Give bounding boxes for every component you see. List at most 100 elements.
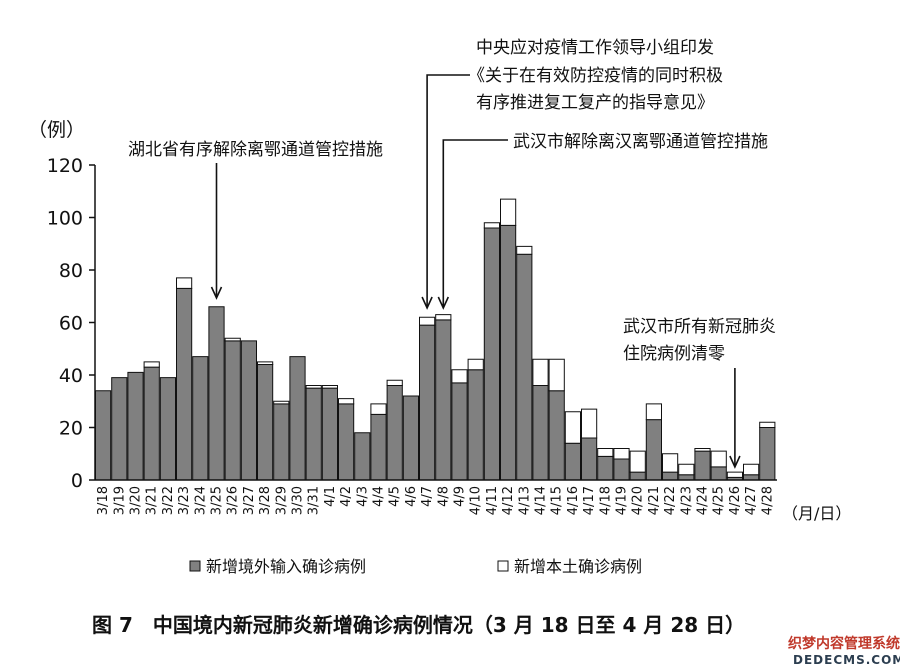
annotation-wuhan-zero-arrow-head [729, 455, 741, 469]
x-tick-label: 4/2 [339, 486, 354, 507]
y-tick-label: 20 [59, 418, 83, 440]
bar-local-3-26 [224, 337, 241, 342]
bar-local-4-21 [645, 403, 662, 421]
annotation-hubei-arrow-head [210, 286, 223, 300]
bar-imported-4-16 [564, 442, 581, 481]
y-tick-label: 40 [59, 365, 83, 387]
bar-imported-4-20 [629, 471, 646, 481]
bar-imported-3-31 [305, 387, 322, 481]
x-tick-label: 3/25 [210, 486, 225, 515]
x-tick-label: 4/9 [453, 486, 468, 507]
x-tick-label: 4/5 [388, 486, 403, 507]
bar-imported-4-10 [467, 369, 484, 481]
bar-local-4-2 [338, 398, 355, 405]
figure-title: 图 7 中国境内新冠肺炎新增确诊病例情况（3 月 18 日至 4 月 28 日） [92, 613, 745, 637]
x-tick-label: 4/23 [679, 486, 694, 515]
y-tick-label: 80 [59, 260, 83, 282]
bar-imported-3-20 [127, 371, 144, 481]
bar-imported-3-22 [159, 377, 177, 481]
bar-imported-3-26 [224, 340, 241, 481]
y-tick-label: 60 [59, 313, 83, 335]
annotation-central-text-1: 中央应对疫情工作领导小组印发 [476, 38, 714, 58]
annotation-central-text-3: 有序推进复工复产的指导意见》 [476, 93, 714, 113]
bar-imported-3-23 [176, 287, 193, 481]
x-tick-label: 4/18 [598, 486, 613, 515]
bar-imported-4-22 [662, 471, 679, 481]
annotation-central-arrow-elbow [426, 74, 470, 306]
x-tick-label: 4/21 [647, 486, 662, 515]
y-axis-label: （例） [28, 119, 85, 141]
x-tick-label: 3/28 [258, 486, 273, 515]
y-tick-label: 0 [71, 470, 83, 492]
annotation-wuhan-lift-text: 武汉市解除离汉离鄂通道管控措施 [513, 132, 768, 152]
x-tick-label: 4/13 [517, 486, 532, 515]
legend-swatch-local [497, 560, 509, 572]
annotation-central-arrow-head [421, 296, 433, 310]
bar-imported-4-14 [532, 385, 549, 481]
x-tick-label: 4/1 [323, 486, 338, 507]
annotation-central-text-2: 《关于在有效防控疫情的同时积极 [468, 66, 723, 86]
bar-local-4-18 [597, 448, 614, 457]
bar-local-4-7 [419, 316, 436, 326]
annotation-wuhan-lift-arrow-elbow [442, 139, 508, 306]
bar-imported-4-12 [500, 224, 517, 481]
watermark-line1: 织梦内容管理系统 [788, 635, 900, 652]
x-tick-label: 3/23 [177, 486, 192, 515]
bar-imported-4-28 [759, 427, 776, 481]
x-tick-label: 3/21 [145, 486, 160, 515]
bar-local-4-19 [613, 448, 630, 460]
bar-local-4-20 [629, 450, 646, 473]
watermark: 织梦内容管理系统 DEDECMS.COM [788, 635, 900, 667]
annotation-wuhan-zero-text-2: 住院病例清零 [623, 344, 725, 364]
watermark-line2: DEDECMS.COM [793, 653, 900, 667]
bar-imported-4-11 [483, 227, 500, 481]
x-tick-label: 4/15 [550, 486, 565, 515]
bar-imported-3-18 [95, 390, 112, 481]
bar-imported-4-19 [613, 458, 630, 481]
x-tick-label: 4/17 [582, 486, 597, 515]
bar-local-3-31 [305, 385, 322, 389]
bar-imported-4-3 [354, 432, 371, 481]
bar-imported-3-28 [257, 364, 274, 481]
x-tick-label: 4/3 [355, 486, 370, 507]
bar-imported-4-6 [402, 395, 419, 481]
bar-imported-4-24 [694, 450, 711, 481]
bar-local-4-27 [743, 463, 760, 476]
x-tick-label: 4/8 [436, 486, 451, 507]
bar-local-4-12 [500, 198, 517, 226]
bar-imported-4-7 [419, 324, 436, 481]
bar-imported-4-2 [338, 403, 355, 481]
x-tick-label: 3/27 [242, 486, 257, 515]
x-tick-label: 3/19 [112, 486, 127, 515]
bar-imported-3-25 [208, 306, 225, 481]
bar-local-4-26 [726, 471, 743, 478]
x-tick-label: 4/25 [712, 486, 727, 515]
x-tick-label: 4/12 [501, 486, 516, 515]
annotations-layer: 湖北省有序解除离鄂通道管控措施 中央应对疫情工作领导小组印发《关于在有效防控疫情的… [128, 38, 776, 469]
legend: 新增境外输入确诊病例 新增本土确诊病例 [189, 557, 642, 576]
bar-local-4-10 [467, 358, 484, 371]
x-tick-label: 4/10 [469, 486, 484, 515]
bar-local-3-21 [143, 361, 160, 368]
x-tick-label: 4/19 [615, 486, 630, 515]
x-tick-label: 4/27 [744, 486, 759, 515]
bar-local-4-9 [451, 369, 468, 384]
x-tick-label: 4/7 [420, 486, 435, 507]
bar-local-3-29 [273, 400, 290, 405]
bar-local-3-23 [176, 277, 193, 289]
y-tick-label: 120 [47, 155, 83, 177]
x-tick-label: 3/29 [274, 486, 289, 515]
bar-local-4-17 [581, 408, 598, 439]
x-tick-label: 3/18 [96, 486, 111, 515]
bar-imported-4-13 [516, 253, 533, 481]
x-tick-label: 3/20 [129, 486, 144, 515]
bar-local-4-24 [694, 448, 711, 452]
bars-layer [95, 198, 776, 481]
x-tick-label: 4/24 [696, 486, 711, 515]
x-tick-label: 3/22 [161, 486, 176, 515]
x-tick-label: 4/6 [404, 486, 419, 507]
x-tick-label: 3/26 [226, 486, 241, 515]
bar-imported-3-30 [289, 356, 306, 481]
